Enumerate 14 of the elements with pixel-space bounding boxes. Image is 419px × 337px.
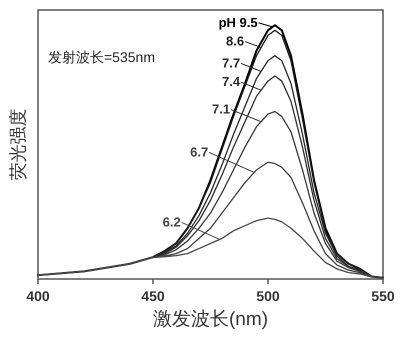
legend-label: 7.1 xyxy=(212,102,230,117)
annotation: 发射波长=535nm xyxy=(48,49,155,65)
x-axis-title: 激发波长(nm) xyxy=(152,309,268,330)
legend-label: 6.2 xyxy=(162,214,181,230)
text: 6.7 xyxy=(190,144,208,160)
x-tick-label: 550 xyxy=(371,288,395,304)
x-tick-label: 400 xyxy=(26,288,50,304)
y-axis-title: 荧光强度 xyxy=(8,108,28,180)
legend-label: 8.6 xyxy=(226,34,244,49)
legend-label: 7.4 xyxy=(222,74,241,90)
legend-label: pH 9.5 xyxy=(218,14,258,30)
x-tick-label: 500 xyxy=(256,288,280,304)
x-tick-label: 450 xyxy=(141,288,165,304)
legend-label: 7.7 xyxy=(222,55,240,70)
